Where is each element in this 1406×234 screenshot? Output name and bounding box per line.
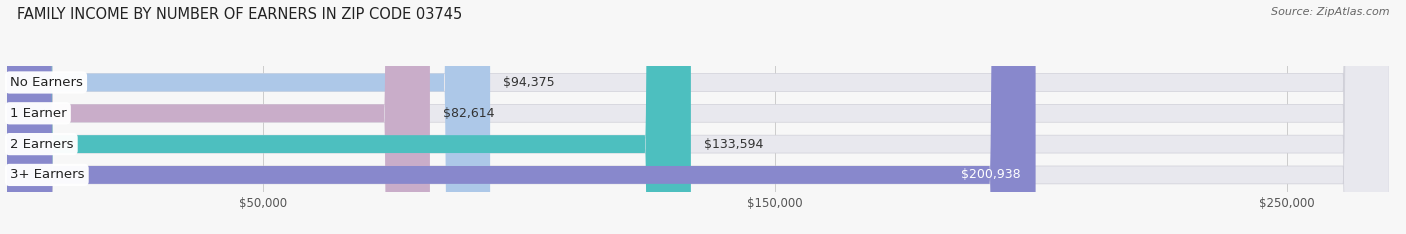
Text: $200,938: $200,938	[960, 168, 1021, 181]
FancyBboxPatch shape	[7, 0, 491, 234]
Text: $133,594: $133,594	[703, 138, 763, 151]
Text: 2 Earners: 2 Earners	[10, 138, 73, 151]
Text: $82,614: $82,614	[443, 107, 495, 120]
FancyBboxPatch shape	[7, 0, 1389, 234]
FancyBboxPatch shape	[7, 0, 1389, 234]
Text: 3+ Earners: 3+ Earners	[10, 168, 84, 181]
FancyBboxPatch shape	[7, 0, 690, 234]
Text: 1 Earner: 1 Earner	[10, 107, 66, 120]
Text: Source: ZipAtlas.com: Source: ZipAtlas.com	[1271, 7, 1389, 17]
Text: FAMILY INCOME BY NUMBER OF EARNERS IN ZIP CODE 03745: FAMILY INCOME BY NUMBER OF EARNERS IN ZI…	[17, 7, 463, 22]
FancyBboxPatch shape	[7, 0, 1036, 234]
Text: No Earners: No Earners	[10, 76, 83, 89]
FancyBboxPatch shape	[7, 0, 430, 234]
Text: $94,375: $94,375	[503, 76, 554, 89]
FancyBboxPatch shape	[7, 0, 1389, 234]
FancyBboxPatch shape	[7, 0, 1389, 234]
